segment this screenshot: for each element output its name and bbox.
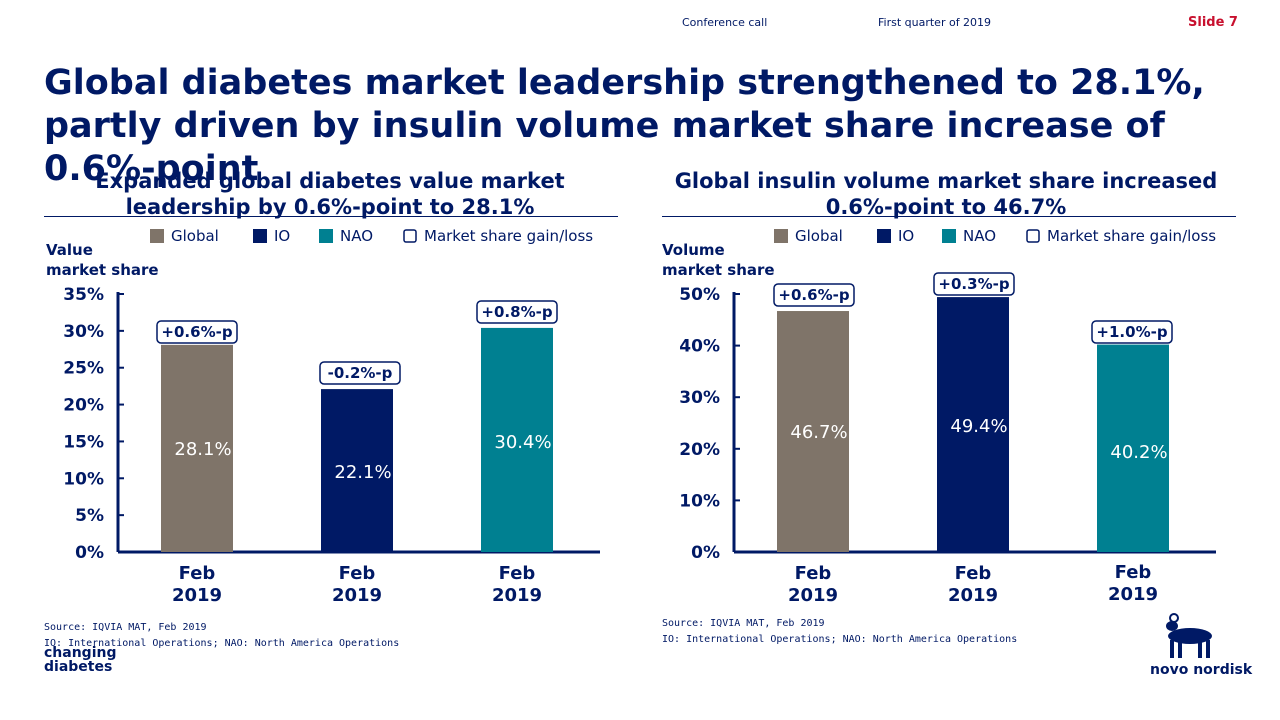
right-bar-global bbox=[777, 311, 849, 552]
right-data-label-io: 49.4% bbox=[950, 416, 1007, 437]
right-legend-label: Global bbox=[795, 227, 843, 245]
left-title-divider bbox=[44, 216, 618, 217]
header-period: First quarter of 2019 bbox=[878, 16, 992, 29]
right-chart-title-line1: Global insulin volume market share incre… bbox=[674, 169, 1218, 193]
right-legend-label: Market share gain/loss bbox=[1047, 227, 1216, 245]
left-chart-title-line1: Expanded global diabetes value market bbox=[95, 169, 565, 193]
left-bar-global bbox=[161, 344, 233, 552]
right-change-badge-io bbox=[933, 272, 1015, 296]
right-change-badge-global bbox=[773, 283, 855, 307]
left-legend-label: Global bbox=[171, 227, 219, 245]
left-source-line2: IO: International Operations; NAO: North… bbox=[44, 638, 400, 649]
left-y-tick-label: 25% bbox=[63, 359, 104, 379]
right-category-label: 2019 bbox=[788, 585, 838, 606]
right-y-tick-label: 10% bbox=[679, 491, 720, 511]
left-change-badge-global bbox=[156, 320, 238, 344]
right-category-label: Feb bbox=[1115, 562, 1152, 583]
left-y-tick-label: 10% bbox=[63, 469, 104, 489]
left-category-label: Feb bbox=[179, 563, 216, 584]
left-change-label-io: -0.2%-p bbox=[328, 364, 393, 382]
left-ylabel: Value bbox=[46, 241, 93, 259]
left-data-label-io: 22.1% bbox=[334, 462, 391, 483]
left-y-tick-label: 30% bbox=[63, 322, 104, 342]
left-ylabel: market share bbox=[46, 261, 159, 279]
right-y-tick-label: 40% bbox=[679, 337, 720, 357]
right-ylabel: Volume bbox=[662, 241, 725, 259]
right-title-divider bbox=[662, 216, 1236, 217]
right-chart-title: Global insulin volume market share incre… bbox=[656, 168, 1236, 220]
left-legend-swatch-nao bbox=[319, 229, 333, 243]
left-y-tick-label: 35% bbox=[63, 285, 104, 305]
right-legend-swatch-global bbox=[774, 229, 788, 243]
left-y-tick-label: 5% bbox=[75, 506, 104, 526]
right-category-label: 2019 bbox=[1108, 584, 1158, 605]
right-chart-title-line2: 0.6%-point to 46.7% bbox=[825, 195, 1067, 219]
left-legend-swatch-io bbox=[253, 229, 267, 243]
right-source: Source: IQVIA MAT, Feb 2019 IO: Internat… bbox=[662, 616, 1017, 648]
left-legend-label: IO bbox=[274, 227, 290, 245]
apis-bull-icon bbox=[1166, 613, 1212, 658]
right-change-badge-nao bbox=[1091, 320, 1173, 344]
left-legend-swatch-global bbox=[150, 229, 164, 243]
right-y-tick-label: 0% bbox=[691, 543, 720, 563]
left-y-tick-label: 15% bbox=[63, 432, 104, 452]
right-change-label-io: +0.3%-p bbox=[938, 275, 1009, 293]
left-legend-swatch-gain bbox=[403, 229, 417, 243]
left-legend-label: Market share gain/loss bbox=[424, 227, 593, 245]
slide-number: Slide 7 bbox=[1188, 15, 1238, 30]
right-change-label-nao: +1.0%-p bbox=[1096, 323, 1167, 341]
left-legend-label: NAO bbox=[340, 227, 373, 245]
right-bar-io bbox=[937, 297, 1009, 552]
left-chart-title: Expanded global diabetes value market le… bbox=[40, 168, 620, 220]
left-data-label-global: 28.1% bbox=[174, 439, 231, 460]
right-legend-label: IO bbox=[898, 227, 914, 245]
left-y-tick-label: 20% bbox=[63, 396, 104, 416]
left-category-label: 2019 bbox=[492, 585, 542, 606]
left-change-label-global: +0.6%-p bbox=[161, 323, 232, 341]
right-y-tick-label: 20% bbox=[679, 440, 720, 460]
left-bar-io bbox=[321, 389, 393, 552]
right-source-line1: Source: IQVIA MAT, Feb 2019 bbox=[662, 618, 825, 629]
novo-nordisk-wordmark: novo nordisk bbox=[1150, 662, 1253, 678]
right-legend-swatch-nao bbox=[942, 229, 956, 243]
changing-diabetes-logo: changing diabetes bbox=[44, 646, 117, 674]
left-category-label: 2019 bbox=[172, 585, 222, 606]
left-change-badge-nao bbox=[476, 300, 558, 324]
right-bar-chart: Volume market share Global IO NAO Market shar… bbox=[662, 227, 1216, 606]
right-legend-swatch-io bbox=[877, 229, 891, 243]
right-category-label: 2019 bbox=[948, 585, 998, 606]
right-category-label: Feb bbox=[795, 563, 832, 584]
right-bar-nao bbox=[1097, 344, 1169, 552]
right-category-label: Feb bbox=[955, 563, 992, 584]
right-legend-swatch-gain bbox=[1026, 229, 1040, 243]
right-ylabel: market share bbox=[662, 261, 775, 279]
right-data-label-global: 46.7% bbox=[790, 422, 847, 443]
right-y-tick-label: 30% bbox=[679, 388, 720, 408]
header-event: Conference call bbox=[682, 16, 768, 29]
novo-nordisk-logo: novo nordisk bbox=[1148, 612, 1252, 682]
left-change-badge-io bbox=[319, 361, 401, 385]
left-category-label: Feb bbox=[339, 563, 376, 584]
changing-diabetes-logo-line2: diabetes bbox=[44, 659, 113, 675]
right-data-label-nao: 40.2% bbox=[1110, 442, 1167, 463]
left-category-label: Feb bbox=[499, 563, 536, 584]
left-change-label-nao: +0.8%-p bbox=[481, 303, 552, 321]
left-chart-title-line2: leadership by 0.6%-point to 28.1% bbox=[125, 195, 535, 219]
left-source: Source: IQVIA MAT, Feb 2019 IO: Internat… bbox=[44, 620, 399, 652]
left-source-line1: Source: IQVIA MAT, Feb 2019 bbox=[44, 622, 207, 633]
right-y-tick-label: 50% bbox=[679, 285, 720, 305]
left-bar-chart: Value market share Global IO NAO Market share… bbox=[46, 227, 600, 606]
right-legend-label: NAO bbox=[963, 227, 996, 245]
right-change-label-global: +0.6%-p bbox=[778, 286, 849, 304]
left-y-tick-label: 0% bbox=[75, 543, 104, 563]
right-source-line2: IO: International Operations; NAO: North… bbox=[662, 634, 1018, 645]
changing-diabetes-logo-line1: changing bbox=[44, 645, 117, 661]
left-category-label: 2019 bbox=[332, 585, 382, 606]
page-title: Global diabetes market leadership streng… bbox=[44, 63, 1205, 189]
left-data-label-nao: 30.4% bbox=[494, 432, 551, 453]
left-bar-nao bbox=[481, 327, 553, 552]
